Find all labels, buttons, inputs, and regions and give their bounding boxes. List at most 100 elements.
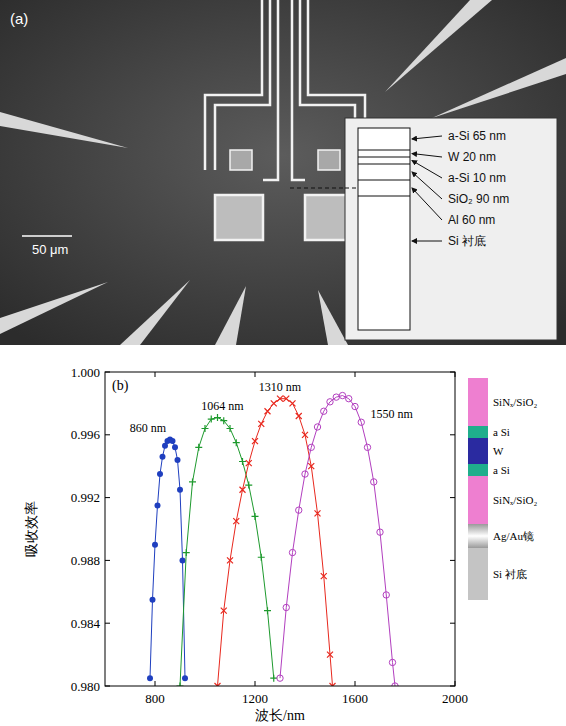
data-point bbox=[327, 399, 333, 405]
x-tick-top bbox=[355, 372, 356, 377]
data-point bbox=[308, 463, 314, 469]
layer-label: SiO₂ 90 nm bbox=[448, 192, 509, 206]
inset-pointer bbox=[345, 188, 358, 189]
probe-tip bbox=[385, 0, 492, 92]
series-label: 860 nm bbox=[130, 421, 167, 435]
stack-layer bbox=[468, 426, 488, 438]
data-point bbox=[321, 408, 327, 414]
data-point bbox=[321, 573, 327, 579]
data-point bbox=[252, 438, 258, 444]
data-point bbox=[290, 400, 296, 406]
probe-tip bbox=[0, 112, 128, 148]
y-tick bbox=[105, 623, 110, 624]
electrode-trace bbox=[263, 0, 278, 180]
data-point bbox=[270, 675, 277, 682]
data-point bbox=[258, 554, 265, 561]
data-point bbox=[180, 557, 186, 563]
data-point bbox=[314, 424, 320, 430]
layer-boundary bbox=[358, 150, 410, 151]
data-point bbox=[296, 507, 302, 513]
y-axis-title: 吸收效率 bbox=[24, 501, 39, 557]
series-line bbox=[180, 418, 274, 686]
data-point bbox=[358, 419, 364, 425]
data-point bbox=[183, 549, 190, 556]
series-label: 1064 nm bbox=[201, 399, 244, 413]
layer-arrow bbox=[412, 161, 442, 179]
data-point bbox=[240, 487, 246, 493]
layer-boundary bbox=[358, 157, 410, 158]
data-point bbox=[252, 513, 259, 520]
inset-box bbox=[345, 118, 557, 340]
data-point bbox=[271, 400, 277, 406]
y-tick bbox=[105, 434, 110, 435]
y-tick bbox=[105, 497, 110, 498]
data-point bbox=[245, 482, 252, 489]
y-tick-label: 0.992 bbox=[71, 490, 100, 505]
data-point bbox=[377, 529, 383, 535]
stack-layer-label: Ag/Au镜 bbox=[493, 530, 534, 542]
layer-arrow bbox=[412, 188, 442, 220]
data-point bbox=[152, 542, 158, 548]
series-line bbox=[150, 440, 185, 679]
stack-layer bbox=[468, 548, 488, 600]
electrode-trace bbox=[205, 0, 262, 170]
data-point bbox=[333, 394, 339, 400]
x-tick bbox=[355, 681, 356, 686]
data-point bbox=[189, 478, 196, 485]
data-point bbox=[296, 413, 302, 419]
data-point bbox=[172, 444, 178, 450]
data-point bbox=[308, 444, 314, 450]
probe-tip bbox=[215, 286, 246, 345]
data-point bbox=[258, 421, 264, 427]
y-tick-label: 0.988 bbox=[71, 553, 100, 568]
data-point bbox=[327, 652, 333, 658]
data-point bbox=[371, 479, 377, 485]
x-tick-label: 1600 bbox=[342, 691, 368, 706]
inset-pointer bbox=[290, 188, 358, 189]
stack-layer-label: a Si bbox=[493, 464, 510, 476]
x-tick-label: 800 bbox=[145, 691, 165, 706]
data-point bbox=[208, 416, 215, 423]
electrode-trace bbox=[215, 0, 270, 170]
data-point bbox=[227, 557, 233, 563]
scale-bar-label: 50 μm bbox=[32, 242, 68, 257]
y-tick-right bbox=[450, 497, 455, 498]
data-point bbox=[214, 414, 221, 421]
electrode-trace bbox=[292, 0, 305, 180]
data-point bbox=[177, 487, 183, 493]
layer-arrow bbox=[412, 172, 442, 199]
data-point bbox=[233, 518, 239, 524]
layer-label: Al 60 nm bbox=[448, 213, 495, 227]
data-point bbox=[157, 471, 163, 477]
layer-arrow bbox=[412, 154, 442, 158]
data-point bbox=[339, 392, 345, 398]
small-pad bbox=[318, 150, 340, 170]
figure: (a)50 μma-Si 65 nmW 20 nma-Si 10 nmSiO₂ … bbox=[0, 0, 566, 726]
stack-layer bbox=[468, 378, 488, 426]
x-tick-label: 2000 bbox=[442, 691, 468, 706]
y-tick-label: 0.980 bbox=[71, 679, 100, 694]
data-point bbox=[302, 471, 308, 477]
panel-b: 800 1200 1600 2000 0.980 0.984 0.988 0.992 0.996… bbox=[24, 365, 537, 724]
layer-column bbox=[358, 128, 410, 330]
data-point bbox=[302, 432, 308, 438]
probe-tip bbox=[318, 290, 348, 345]
y-tick-label: 0.984 bbox=[71, 616, 101, 631]
layer-label: a-Si 10 nm bbox=[448, 171, 506, 185]
data-point bbox=[346, 395, 352, 401]
data-point bbox=[202, 425, 209, 432]
y-tick-label: 0.996 bbox=[71, 427, 101, 442]
scale-bar bbox=[22, 235, 72, 237]
data-point bbox=[383, 592, 389, 598]
y-tick bbox=[105, 560, 110, 561]
x-axis-title: 波长/nm bbox=[255, 708, 305, 723]
x-tick-label: 1200 bbox=[242, 691, 268, 706]
stack-layer bbox=[468, 524, 488, 548]
layer-label: W 20 nm bbox=[448, 150, 496, 164]
stack-layer bbox=[468, 476, 488, 524]
plot-frame bbox=[105, 372, 455, 686]
data-point bbox=[239, 458, 246, 465]
y-tick-right bbox=[450, 560, 455, 561]
y-tick-right bbox=[450, 434, 455, 435]
series-label: 1310 nm bbox=[259, 380, 302, 394]
